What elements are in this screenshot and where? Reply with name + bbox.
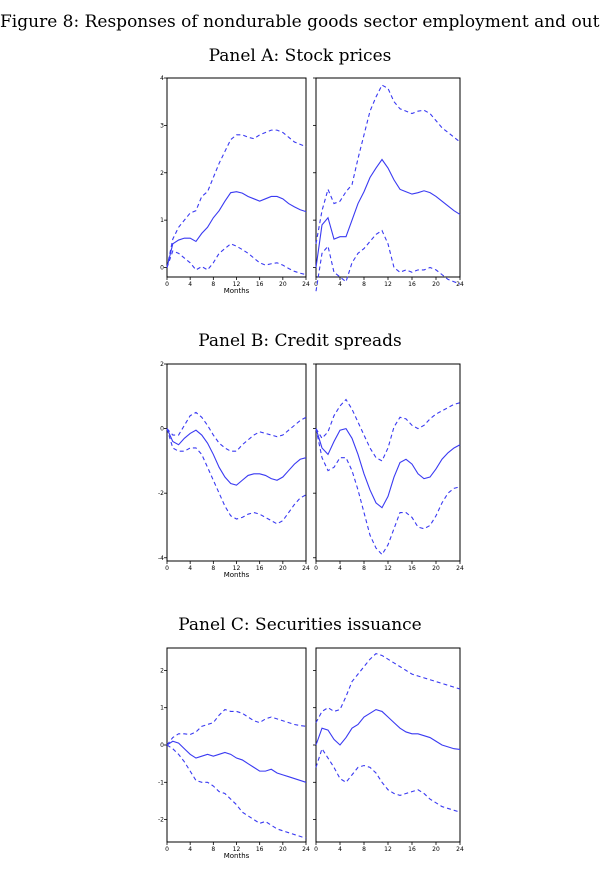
- panel-a-subplot-right-lower-line: [315, 229, 461, 292]
- panel-b-subplot-left-ytick-label: -2: [158, 490, 164, 497]
- panel-b-subplot-right-xtick-label: 4: [338, 565, 342, 572]
- panel-c-subplot-right-xtick-label: 8: [362, 846, 366, 853]
- panel-a-subplot-left-upper-line: [166, 129, 307, 268]
- panel-c-subplot-left-ytick-label: -2: [158, 817, 164, 824]
- panel-c-subplot-left-xtick-label: 0: [165, 846, 169, 853]
- panel-a-subplot-right-xtick-label: 16: [408, 281, 416, 288]
- panel-c-subplot-left-upper-line: [166, 708, 307, 746]
- panel-b-subplot-left-ytick-label: -4: [158, 555, 164, 562]
- panel-b-subplot-right-xtick-label: 8: [362, 565, 366, 572]
- panel-a-subplot-left-frame: [166, 77, 307, 278]
- panel-b-subplot-left-ytick-label: 0: [160, 426, 164, 433]
- panel-a-subplot-left-xtick-label: 8: [211, 281, 215, 288]
- panel-b-xlabel: Months: [224, 571, 250, 579]
- panel-a-subplot-right-xtick-label: 0: [314, 281, 318, 288]
- panel-c-subplot-left-xtick-label: 8: [211, 846, 215, 853]
- panel-a-subplot-left-ytick-label: 4: [160, 75, 164, 82]
- figure-title: Figure 8: Responses of nondurable goods …: [0, 12, 600, 32]
- panel-c-subplot-right-xtick-label: 12: [384, 846, 392, 853]
- panel-a-subplot-right-response-line: [315, 158, 461, 268]
- panel-a-subplot-left-xtick-label: 24: [302, 281, 310, 288]
- panel-c-subplot-right-lower-line: [315, 747, 461, 813]
- panel-b-subplot-right-lower-line: [315, 428, 461, 556]
- panel-c-subplot-left-xtick-label: 24: [302, 846, 310, 853]
- panel-b-subplot-right-upper-line: [315, 398, 461, 462]
- panel-c-subplot-left-ytick-label: -1: [158, 779, 164, 786]
- panel-b-subplot-left-xtick-label: 16: [256, 565, 264, 572]
- panel-b-subplot-left-frame: [166, 363, 307, 562]
- panel-c-subplot-right-xtick-label: 16: [408, 846, 416, 853]
- panel-a-subplot-left-xtick-label: 12: [233, 281, 241, 288]
- panel-a-subplot-right-xtick-label: 20: [432, 281, 440, 288]
- panel-b-subplot-left-xtick-label: 24: [302, 565, 310, 572]
- panel-a-subplot-left-ytick-label: 0: [160, 265, 164, 272]
- panel-b-subplot-left-xtick-label: 0: [165, 565, 169, 572]
- panel-b-title: Panel B: Credit spreads: [198, 331, 402, 351]
- panel-b-subplot-left-xtick-label: 20: [279, 565, 287, 572]
- panel-c-subplot-left-response-line: [166, 740, 307, 783]
- panel-b-subplot-left-xtick-label: 8: [211, 565, 215, 572]
- panel-a-subplot-right-xtick-label: 24: [456, 281, 464, 288]
- panel-b-subplot-right-xtick-label: 24: [456, 565, 464, 572]
- panel-a-subplot-left-xtick-label: 0: [165, 281, 169, 288]
- panel-b-subplot-left-response-line: [166, 428, 307, 486]
- panel-a-title: Panel A: Stock prices: [208, 46, 392, 66]
- panel-a-subplot-right-frame: [315, 77, 461, 278]
- panel-c-xlabel: Months: [224, 852, 250, 860]
- panel-a-subplot-left-xtick-label: 4: [188, 281, 192, 288]
- panel-c-subplot-right-frame: [315, 647, 461, 843]
- panel-b-subplot-right-xtick-label: 12: [384, 565, 392, 572]
- panel-a-subplot-right-xtick-label: 12: [384, 281, 392, 288]
- panel-a-subplot-left-ytick-label: 3: [160, 122, 164, 129]
- panel-c-subplot-left-ytick-label: 2: [160, 667, 164, 674]
- panel-c-subplot-left-xtick-label: 4: [188, 846, 192, 853]
- panel-c-subplot-right-xtick-label: 20: [432, 846, 440, 853]
- panel-b-subplot-right-xtick-label: 16: [408, 565, 416, 572]
- panel-a-subplot-left-ytick-label: 1: [160, 217, 164, 224]
- panel-c-subplot-left-lower-line: [166, 744, 307, 839]
- panel-c-subplot-left-frame: [166, 647, 307, 843]
- panel-b-subplot-left-xtick-label: 12: [233, 565, 241, 572]
- panel-a-subplot-right-xtick-label: 8: [362, 281, 366, 288]
- panel-c-subplot-left-ytick-label: 0: [160, 742, 164, 749]
- panel-a-subplot-right-upper-line: [315, 84, 461, 244]
- panel-a-xlabel: Months: [224, 287, 250, 295]
- panel-c-subplot-right-response-line: [315, 708, 461, 751]
- panel-a-subplot-left-ytick-label: 2: [160, 170, 164, 177]
- panel-c-subplot-left-xtick-label: 20: [279, 846, 287, 853]
- panel-c-subplot-left-ytick-label: 1: [160, 705, 164, 712]
- panel-b-subplot-right-xtick-label: 0: [314, 565, 318, 572]
- panel-c-subplot-right-xtick-label: 24: [456, 846, 464, 853]
- panel-b-subplot-left-xtick-label: 4: [188, 565, 192, 572]
- panel-a-subplot-right-xtick-label: 4: [338, 281, 342, 288]
- panel-b-subplot-right-xtick-label: 20: [432, 565, 440, 572]
- panel-c-title: Panel C: Securities issuance: [178, 615, 422, 635]
- panel-c-subplot-left-xtick-label: 12: [233, 846, 241, 853]
- panel-b-subplot-left-ytick-label: 2: [160, 361, 164, 368]
- panel-c-subplot-right-xtick-label: 4: [338, 846, 342, 853]
- panel-c-subplot-right-upper-line: [315, 652, 461, 723]
- panel-b-subplot-left-upper-line: [166, 411, 307, 452]
- panel-a-subplot-left-xtick-label: 20: [279, 281, 287, 288]
- panel-a-subplot-left-response-line: [166, 191, 307, 268]
- panel-a-subplot-left-lower-line: [166, 243, 307, 276]
- panel-c-subplot-left-xtick-label: 16: [256, 846, 264, 853]
- panel-a-subplot-left-xtick-label: 16: [256, 281, 264, 288]
- panel-b-subplot-left-lower-line: [166, 428, 307, 525]
- panel-b-subplot-right-response-line: [315, 427, 461, 509]
- panel-c-subplot-right-xtick-label: 0: [314, 846, 318, 853]
